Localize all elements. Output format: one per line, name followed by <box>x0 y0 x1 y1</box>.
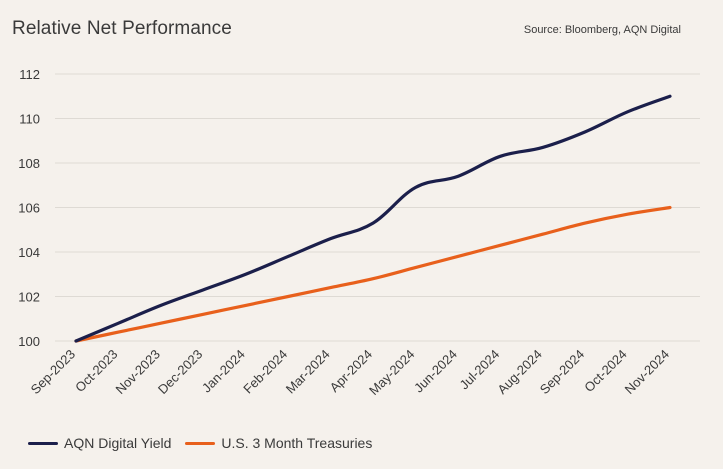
legend: AQN Digital Yield U.S. 3 Month Treasurie… <box>28 435 372 451</box>
x-tick-label: May-2024 <box>366 347 417 398</box>
x-tick-label: Nov-2023 <box>113 347 163 397</box>
x-tick-label: Sep-2024 <box>537 347 587 397</box>
x-tick-label: Dec-2023 <box>155 347 205 397</box>
x-tick-label: Sep-2023 <box>28 347 78 397</box>
x-axis-ticks: Sep-2023Oct-2023Nov-2023Dec-2023Jan-2024… <box>28 347 672 398</box>
series-line-us-3-month-treasuries <box>74 205 672 343</box>
y-tick-label: 102 <box>18 290 40 305</box>
legend-swatch-treasuries <box>185 441 216 445</box>
y-tick-label: 112 <box>19 67 40 82</box>
x-tick-label: Aug-2024 <box>494 347 544 397</box>
y-tick-label: 108 <box>18 156 40 171</box>
legend-item-treasuries: U.S. 3 Month Treasuries <box>185 435 372 451</box>
x-tick-label: Jan-2024 <box>199 347 248 396</box>
series-lines <box>74 94 672 343</box>
legend-label-aqn: AQN Digital Yield <box>64 435 172 451</box>
y-axis-ticks: 100 102 104 106 108 110 112 <box>18 67 40 349</box>
x-tick-label: Mar-2024 <box>283 347 333 397</box>
legend-swatch-aqn <box>28 441 58 445</box>
x-tick-label: Jun-2024 <box>411 347 460 396</box>
chart-title: Relative Net Performance <box>12 18 232 39</box>
grid-lines <box>55 73 700 342</box>
y-tick-label: 104 <box>18 245 40 260</box>
y-tick-label: 100 <box>18 334 40 349</box>
source-note: Source: Bloomberg, AQN Digital <box>523 24 681 36</box>
y-tick-label: 106 <box>18 201 40 216</box>
legend-label-treasuries: U.S. 3 Month Treasuries <box>221 435 373 451</box>
series-line-aqn-digital-yield <box>74 94 672 343</box>
legend-item-aqn: AQN Digital Yield <box>28 435 171 451</box>
y-tick-label: 110 <box>19 112 40 127</box>
x-tick-label: Feb-2024 <box>240 347 290 397</box>
x-tick-label: Nov-2024 <box>622 347 672 397</box>
